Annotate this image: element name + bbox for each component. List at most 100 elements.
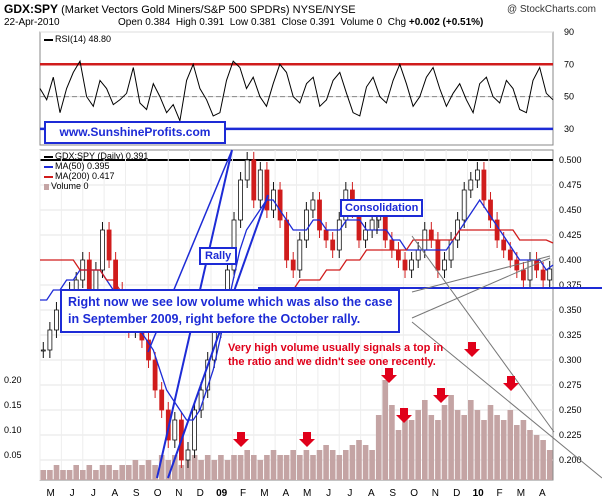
price-candle — [481, 169, 487, 201]
ohlc-readout: Open 0.384 High 0.391 Low 0.381 Close 0.… — [118, 17, 484, 28]
volume-bar — [435, 420, 441, 480]
x-tick-label: J — [91, 488, 96, 499]
consolidation-label: Consolidation — [340, 199, 424, 217]
volume-bar — [500, 420, 507, 480]
volume-bar — [86, 465, 93, 480]
price-tick-label: 0.225 — [559, 430, 582, 440]
price-tick-label: 0.425 — [559, 230, 582, 240]
volume-bar — [290, 450, 296, 480]
price-candle — [488, 199, 493, 221]
x-tick-label: A — [282, 488, 289, 499]
rsi-tick-label: 70 — [564, 59, 574, 69]
volume-tick-label: 0.05 — [4, 450, 22, 460]
price-candle — [330, 239, 336, 251]
volume-bar — [349, 445, 356, 480]
x-tick-label: 10 — [473, 488, 485, 499]
price-candle — [428, 229, 434, 241]
volume-bar — [277, 455, 283, 480]
price-tick-label: 0.375 — [559, 280, 582, 290]
price-candle — [93, 269, 99, 291]
volume-bar — [356, 440, 362, 480]
volume-bar — [408, 420, 415, 480]
price-candle — [507, 249, 513, 261]
volume-bar — [165, 460, 172, 480]
volume-arrow — [299, 432, 315, 447]
x-tick-label: J — [70, 488, 75, 499]
volume-arrow — [381, 368, 397, 383]
volume-arrow — [233, 432, 249, 447]
price-candle — [159, 389, 165, 411]
price-tick-label: 0.500 — [559, 155, 582, 165]
price-candle — [540, 269, 546, 281]
volume-bar — [395, 430, 402, 480]
volume-bar — [441, 405, 448, 480]
volume-bar — [237, 455, 244, 480]
callout-line-volume — [411, 321, 602, 479]
volume-bar — [323, 445, 329, 480]
volume-bar — [540, 440, 546, 480]
price-candle — [395, 249, 401, 261]
price-tick-label: 0.300 — [559, 355, 582, 365]
volume-tick-label: 0.15 — [4, 400, 22, 410]
price-candle — [47, 329, 53, 351]
price-candle — [100, 229, 105, 271]
price-candle — [40, 349, 46, 352]
volume-bar — [80, 470, 86, 480]
volume-bar — [172, 455, 178, 480]
x-tick-label: A — [539, 488, 546, 499]
volume-bar — [533, 435, 540, 480]
callout-line-volume-2 — [411, 235, 555, 433]
volume-bar — [145, 460, 152, 480]
volume-bar — [264, 455, 270, 480]
volume-bar — [139, 465, 145, 480]
price-candle — [534, 259, 539, 271]
volume-bar — [93, 470, 99, 480]
x-tick-label: J — [326, 488, 331, 499]
price-candle — [297, 239, 303, 271]
price-candle — [435, 239, 441, 271]
volume-bar — [66, 470, 73, 480]
price-candle — [192, 409, 198, 451]
volume-arrow — [464, 342, 480, 357]
price-legend-title: GDX:SPY (Daily) 0.391 — [44, 151, 148, 161]
volume-bar — [382, 380, 389, 480]
x-tick-label: M — [303, 488, 311, 499]
price-candle — [257, 169, 263, 201]
price-candle — [389, 239, 395, 251]
price-candle — [336, 219, 342, 251]
volume-bar — [40, 470, 47, 480]
volume-bar — [198, 460, 204, 480]
volume-bar — [468, 400, 474, 480]
x-tick-label: N — [175, 488, 182, 499]
price-candle — [264, 169, 270, 211]
price-candle — [402, 259, 408, 271]
price-tick-label: 0.400 — [559, 255, 582, 265]
price-candle — [251, 159, 257, 201]
x-tick-label: O — [154, 488, 162, 499]
volume-bar — [204, 455, 211, 480]
callout-line-bottom — [411, 257, 551, 319]
symbol: GDX:SPY — [4, 2, 58, 16]
volume-bar — [422, 400, 428, 480]
chart-title: GDX:SPY (Market Vectors Gold Miners/S&P … — [4, 2, 356, 16]
volume-bar — [375, 415, 382, 480]
price-candle — [501, 239, 507, 251]
volume-bar — [224, 460, 231, 480]
price-tick-label: 0.475 — [559, 180, 582, 190]
price-candle — [527, 259, 533, 281]
rally-trendline-2 — [167, 194, 269, 479]
volume-bar — [487, 405, 494, 480]
volume-bar — [389, 405, 395, 480]
price-candle — [317, 199, 322, 231]
volume-bar — [53, 465, 60, 480]
x-tick-label: M — [47, 488, 55, 499]
volume-bar — [369, 450, 375, 480]
volume-bar — [257, 460, 264, 480]
chart-date: 22-Apr-2010 — [4, 17, 60, 28]
volume-tick-label: 0.20 — [4, 375, 22, 385]
x-tick-label: F — [240, 488, 246, 499]
volume-bar — [402, 415, 408, 480]
volume-bar — [454, 410, 461, 480]
volume-bar — [461, 415, 467, 480]
